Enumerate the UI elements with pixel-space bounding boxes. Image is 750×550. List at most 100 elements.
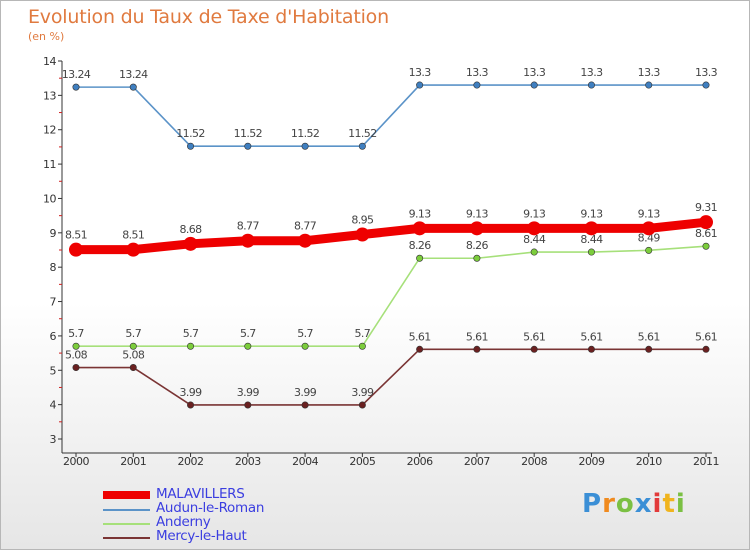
data-point bbox=[416, 345, 424, 353]
data-point bbox=[355, 227, 370, 242]
data-point bbox=[416, 254, 424, 262]
data-point bbox=[244, 342, 252, 350]
data-point bbox=[699, 215, 713, 230]
data-point bbox=[187, 342, 195, 350]
x-tick-label: 2001 bbox=[120, 455, 146, 468]
data-point bbox=[584, 221, 599, 236]
data-label: 3.99 bbox=[351, 386, 374, 399]
data-point bbox=[126, 242, 141, 257]
data-point bbox=[244, 401, 252, 409]
data-label: 5.7 bbox=[125, 327, 141, 340]
data-point bbox=[69, 242, 83, 257]
logo-letter: P bbox=[582, 489, 603, 519]
legend-label: Anderny bbox=[156, 514, 211, 530]
data-point bbox=[587, 248, 595, 256]
data-point bbox=[72, 342, 80, 350]
legend-label: Mercy-le-Haut bbox=[156, 528, 247, 544]
data-label: 13.3 bbox=[580, 66, 603, 79]
y-tick-label: 10 bbox=[43, 192, 56, 205]
logo-letter: i bbox=[652, 489, 663, 519]
data-point bbox=[645, 345, 653, 353]
data-label: 3.99 bbox=[179, 386, 202, 399]
data-label: 8.26 bbox=[466, 239, 489, 252]
data-point bbox=[473, 345, 481, 353]
legend-swatch bbox=[103, 509, 150, 511]
data-label: 13.3 bbox=[695, 66, 718, 79]
logo-letter: x bbox=[634, 489, 653, 519]
logo-letter: r bbox=[602, 489, 616, 519]
y-tick-label: 8 bbox=[50, 261, 57, 274]
logo-letter: t bbox=[662, 489, 676, 519]
data-point bbox=[358, 401, 366, 409]
data-label: 8.44 bbox=[523, 233, 546, 246]
data-label: 5.08 bbox=[122, 349, 145, 362]
data-label: 8.77 bbox=[237, 220, 260, 233]
data-point bbox=[129, 342, 137, 350]
data-point bbox=[301, 342, 309, 350]
data-label: 8.44 bbox=[580, 233, 603, 246]
data-point bbox=[412, 221, 427, 236]
data-point bbox=[587, 345, 595, 353]
data-point bbox=[641, 221, 656, 236]
data-label: 9.13 bbox=[409, 207, 432, 220]
logo-letter: o bbox=[615, 489, 635, 519]
data-label: 13.3 bbox=[638, 66, 661, 79]
data-label: 5.7 bbox=[297, 327, 313, 340]
data-label: 5.7 bbox=[240, 327, 256, 340]
data-label: 8.49 bbox=[638, 231, 661, 244]
x-tick-label: 2005 bbox=[349, 455, 375, 468]
data-label: 13.24 bbox=[119, 68, 148, 81]
data-label: 13.3 bbox=[466, 66, 489, 79]
y-tick-label: 12 bbox=[43, 124, 56, 137]
y-tick-label: 13 bbox=[43, 89, 56, 102]
data-point bbox=[530, 248, 538, 256]
data-point bbox=[469, 221, 484, 236]
data-point bbox=[240, 233, 255, 248]
data-point bbox=[527, 221, 542, 236]
x-tick-label: 2011 bbox=[693, 455, 719, 468]
x-tick-label: 2002 bbox=[178, 455, 204, 468]
data-label: 13.3 bbox=[409, 66, 432, 79]
y-tick-label: 6 bbox=[50, 330, 57, 343]
data-point bbox=[645, 81, 653, 89]
series-line-mercy-le-haut bbox=[76, 348, 706, 406]
legend-label: MALAVILLERS bbox=[156, 486, 245, 502]
data-point bbox=[473, 254, 481, 262]
proxiti-logo: Proxiti bbox=[582, 489, 686, 519]
data-point bbox=[358, 142, 366, 150]
x-tick-label: 2007 bbox=[464, 455, 490, 468]
data-label: 5.61 bbox=[638, 330, 660, 343]
data-point bbox=[129, 83, 137, 91]
data-label: 5.61 bbox=[409, 330, 431, 343]
data-label: 5.61 bbox=[695, 330, 717, 343]
logo-letter: i bbox=[675, 489, 686, 519]
chart-subtitle: (en %) bbox=[28, 30, 65, 43]
data-point bbox=[187, 142, 195, 150]
data-label: 9.13 bbox=[523, 207, 546, 220]
x-tick-label: 2004 bbox=[292, 455, 318, 468]
data-label: 5.7 bbox=[68, 327, 84, 340]
data-point bbox=[187, 401, 195, 409]
data-point bbox=[530, 345, 538, 353]
data-label: 13.24 bbox=[62, 68, 91, 81]
x-tick-label: 2006 bbox=[407, 455, 433, 468]
data-label: 8.61 bbox=[695, 227, 717, 240]
x-tick-label: 2000 bbox=[63, 455, 89, 468]
data-point bbox=[183, 236, 198, 251]
data-point bbox=[473, 81, 481, 89]
series-line-malavillers bbox=[76, 217, 707, 255]
legend-swatch bbox=[103, 537, 150, 539]
data-label: 5.61 bbox=[580, 330, 602, 343]
x-tick-label: 2010 bbox=[636, 455, 662, 468]
y-tick-label: 11 bbox=[43, 158, 56, 171]
data-point bbox=[72, 83, 80, 91]
data-label: 8.51 bbox=[65, 229, 87, 242]
data-label: 5.7 bbox=[183, 327, 199, 340]
data-label: 8.68 bbox=[179, 223, 202, 236]
data-point bbox=[645, 246, 653, 254]
x-tick-label: 2008 bbox=[521, 455, 547, 468]
y-tick-label: 7 bbox=[50, 296, 57, 309]
y-tick-label: 3 bbox=[50, 433, 57, 446]
y-tick-label: 5 bbox=[50, 364, 57, 377]
